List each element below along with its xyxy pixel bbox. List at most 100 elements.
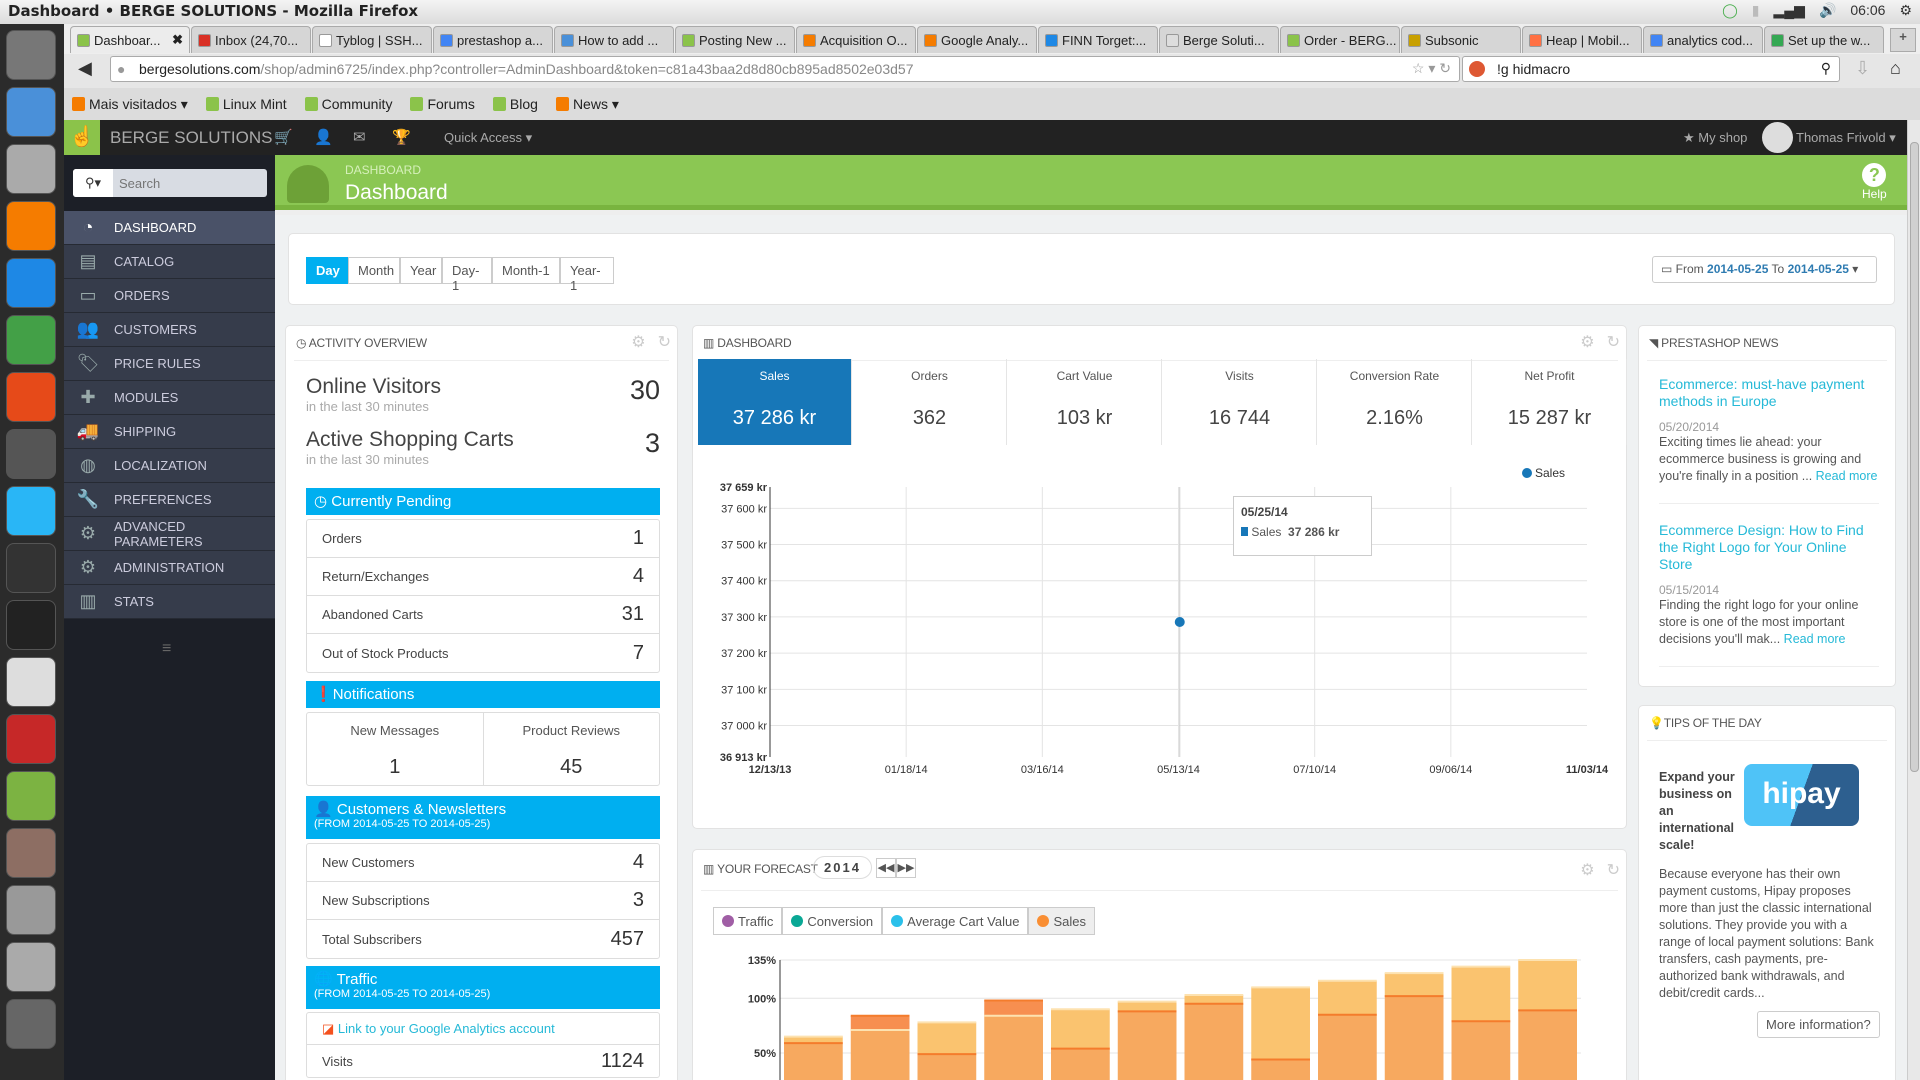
range-button-month[interactable]: Month	[348, 257, 400, 284]
browser-tab[interactable]: Berge Soluti...	[1159, 26, 1279, 53]
legend-toggle-sales[interactable]: Sales	[1028, 907, 1095, 935]
browser-tab[interactable]: How to add ...	[554, 26, 674, 53]
browser-tab[interactable]: Order - BERG...	[1280, 26, 1400, 53]
skype-icon[interactable]: ◯	[1722, 2, 1738, 18]
new-messages[interactable]: New Messages 1	[307, 713, 484, 785]
browser-tab[interactable]: Inbox (24,70...	[191, 26, 311, 53]
table-row[interactable]: Return/Exchanges 4	[307, 558, 659, 596]
legend-toggle-conversion[interactable]: Conversion	[782, 907, 883, 935]
bookmark-item[interactable]: Mais visitados ▾	[72, 94, 188, 114]
sidebar-item-administration[interactable]: ⚙ ADMINISTRATION	[64, 551, 275, 585]
browser-tab[interactable]: Acquisition O...	[796, 26, 916, 53]
news-title-link[interactable]: Ecommerce Design: How to Find the Right …	[1659, 522, 1864, 572]
close-tab-icon[interactable]: ✖	[172, 32, 183, 47]
browser-tab[interactable]: Posting New ...	[675, 26, 795, 53]
date-range-picker[interactable]: ▭ From 2014-05-25 To 2014-05-25 ▾	[1652, 256, 1877, 283]
launcher-app-icon[interactable]	[6, 372, 56, 422]
browser-tab[interactable]: Google Analy...	[917, 26, 1037, 53]
home-icon[interactable]: ⌂	[1890, 58, 1901, 78]
sidebar-item-catalog[interactable]: ▤ CATALOG	[64, 245, 275, 279]
ga-link[interactable]: ◪ Link to your Google Analytics account	[322, 1021, 555, 1037]
page-scrollbar[interactable]	[1907, 120, 1920, 1080]
sidebar-item-orders[interactable]: ▭ ORDERS	[64, 279, 275, 313]
shop-name[interactable]: BERGE SOLUTIONS	[110, 128, 273, 147]
sidebar-item-localization[interactable]: ◍ LOCALIZATION	[64, 449, 275, 483]
product-reviews[interactable]: Product Reviews 45	[484, 713, 660, 785]
range-button-year-1[interactable]: Year-1	[560, 257, 614, 293]
downloads-icon[interactable]: ⇩	[1855, 58, 1871, 78]
my-shop-link[interactable]: ★ My shop	[1683, 130, 1747, 146]
user-icon[interactable]: 👤	[314, 129, 333, 146]
sidebar-item-customers[interactable]: 👥 CUSTOMERS	[64, 313, 275, 347]
avatar[interactable]	[1762, 122, 1793, 153]
range-button-year[interactable]: Year	[400, 257, 442, 284]
launcher-app-icon[interactable]	[6, 429, 56, 479]
table-row[interactable]: Orders 1	[307, 520, 659, 558]
configure-icon[interactable]: ⚙	[1580, 334, 1595, 351]
settings-gear-icon[interactable]: ⚙	[1899, 2, 1912, 18]
web-search-input[interactable]: !g hidmacro ⚲	[1462, 56, 1840, 82]
help-button[interactable]: ? Help	[1862, 163, 1887, 201]
range-button-day-1[interactable]: Day-1	[442, 257, 492, 293]
table-row[interactable]: New Subscriptions 3	[307, 882, 659, 920]
next-year-button[interactable]: ▶▶	[896, 858, 916, 878]
launcher-app-icon[interactable]	[6, 942, 56, 992]
search-dropdown-icon[interactable]: ⚲▾	[73, 169, 113, 197]
table-row[interactable]: Abandoned Carts 31	[307, 596, 659, 634]
launcher-app-icon[interactable]	[6, 315, 56, 365]
battery-icon[interactable]: ▮	[1751, 2, 1760, 18]
trophy-icon[interactable]: 🏆	[392, 129, 411, 146]
bookmark-item[interactable]: Blog	[492, 94, 538, 114]
launcher-app-icon[interactable]	[6, 543, 56, 593]
signal-icon[interactable]: ▂▄▆	[1773, 2, 1805, 18]
launcher-app-icon[interactable]	[6, 486, 56, 536]
refresh-icon[interactable]: ↻	[1606, 862, 1620, 879]
sidebar-item-modules[interactable]: ✚ MODULES	[64, 381, 275, 415]
back-button[interactable]: ◀	[78, 58, 92, 78]
configure-icon[interactable]: ⚙	[631, 334, 646, 351]
launcher-app-icon[interactable]	[6, 999, 56, 1049]
quick-access-menu[interactable]: Quick Access ▾	[444, 130, 533, 145]
mail-icon[interactable]: ✉	[353, 129, 366, 146]
kpi-visits[interactable]: Visits 16 744	[1163, 359, 1317, 445]
duckduckgo-icon[interactable]	[1469, 61, 1485, 77]
launcher-app-icon[interactable]	[6, 885, 56, 935]
launcher-app-icon[interactable]	[6, 657, 56, 707]
launcher-app-icon[interactable]	[6, 714, 56, 764]
kpi-orders[interactable]: Orders 362	[853, 359, 1007, 445]
launcher-app-icon[interactable]	[6, 771, 56, 821]
range-button-day[interactable]: Day	[306, 257, 348, 284]
launcher-app-icon[interactable]	[6, 600, 56, 650]
refresh-icon[interactable]: ↻	[1606, 334, 1620, 351]
sidebar-item-advanced-parameters[interactable]: ⚙ ADVANCED PARAMETERS	[64, 517, 275, 551]
more-information-button[interactable]: More information?	[1757, 1011, 1880, 1038]
bookmark-item[interactable]: Linux Mint	[205, 94, 287, 114]
url-bar[interactable]: ● bergesolutions.com/shop/admin6725/index…	[110, 56, 1460, 82]
new-tab-button[interactable]: +	[1890, 28, 1916, 52]
sidebar-item-dashboard[interactable]: ◔ DASHBOARD	[64, 211, 275, 245]
bookmark-item[interactable]: News ▾	[555, 94, 619, 114]
table-row[interactable]: New Customers 4	[307, 844, 659, 882]
browser-tab[interactable]: Set up the w...	[1764, 26, 1884, 53]
launcher-app-icon[interactable]	[6, 201, 56, 251]
sidebar-item-price-rules[interactable]: 🏷 PRICE RULES	[64, 347, 275, 381]
bookmark-star-icon[interactable]: ☆ ▾ ↻	[1411, 60, 1451, 76]
scrollbar-thumb[interactable]	[1910, 142, 1919, 772]
launcher-app-icon[interactable]	[6, 828, 56, 878]
legend-toggle-traffic[interactable]: Traffic	[713, 907, 783, 935]
kpi-net-profit[interactable]: Net Profit 15 287 kr	[1473, 359, 1627, 445]
cart-icon[interactable]: 🛒	[274, 129, 293, 146]
table-row[interactable]: Out of Stock Products 7	[307, 634, 659, 672]
launcher-app-icon[interactable]	[6, 87, 56, 137]
sidebar-search-input[interactable]	[115, 169, 265, 197]
launcher-app-icon[interactable]	[6, 258, 56, 308]
bookmark-item[interactable]: Forums	[410, 94, 475, 114]
previous-year-button[interactable]: ◀◀	[876, 858, 896, 878]
configure-icon[interactable]: ⚙	[1580, 862, 1595, 879]
prestashop-logo[interactable]: ☝	[64, 120, 100, 155]
news-title-link[interactable]: Ecommerce: must-have payment methods in …	[1659, 376, 1865, 409]
clock[interactable]: 06:06	[1850, 2, 1886, 18]
table-row[interactable]: Total Subscribers 457	[307, 920, 659, 958]
browser-tab[interactable]: Heap | Mobil...	[1522, 26, 1642, 53]
breadcrumb[interactable]: DASHBOARD	[345, 163, 422, 177]
